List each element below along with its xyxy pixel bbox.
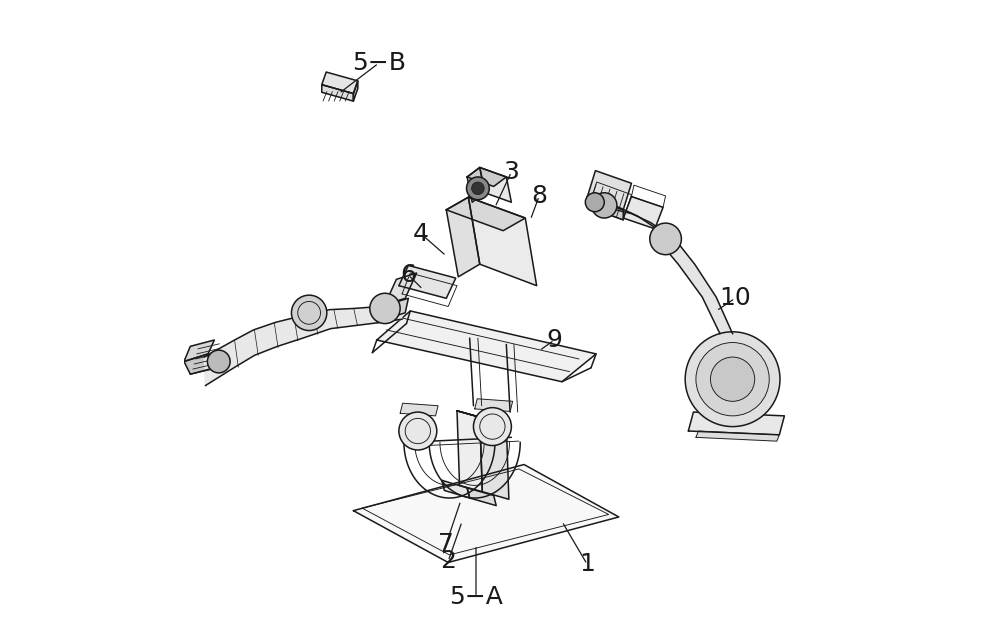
Polygon shape [446,197,525,231]
Text: 8: 8 [531,184,547,208]
Circle shape [585,193,604,212]
Polygon shape [400,403,438,416]
Polygon shape [475,399,513,411]
Circle shape [207,350,230,373]
Polygon shape [377,311,596,382]
Text: 7: 7 [438,532,454,556]
Polygon shape [446,197,480,277]
Polygon shape [322,72,358,94]
Circle shape [472,182,484,195]
Polygon shape [457,411,506,425]
Polygon shape [467,167,485,202]
Polygon shape [688,412,784,435]
Circle shape [592,193,617,218]
Polygon shape [714,357,733,374]
Polygon shape [385,273,417,305]
Polygon shape [399,265,456,298]
Polygon shape [322,85,353,101]
Polygon shape [468,197,537,286]
Polygon shape [457,411,482,492]
Polygon shape [696,431,779,441]
Circle shape [650,223,681,255]
Circle shape [685,332,780,427]
Circle shape [467,177,489,200]
Polygon shape [467,488,496,506]
Polygon shape [385,298,408,319]
Polygon shape [598,202,669,235]
Text: 3: 3 [503,160,519,184]
Polygon shape [353,81,358,101]
Polygon shape [623,197,663,229]
Circle shape [370,293,400,324]
Text: 1: 1 [579,552,595,576]
Text: 9: 9 [546,328,562,352]
Polygon shape [587,171,631,210]
Polygon shape [480,417,509,499]
Polygon shape [587,197,623,220]
Polygon shape [184,340,214,362]
Circle shape [710,357,755,401]
Polygon shape [204,305,402,386]
Text: 10: 10 [719,286,751,310]
Text: 5−A: 5−A [449,585,503,609]
Text: 5−B: 5−B [352,51,406,75]
Polygon shape [480,167,511,202]
Polygon shape [184,354,214,374]
Circle shape [291,295,327,331]
Polygon shape [467,167,506,186]
Circle shape [473,408,511,446]
Text: 2: 2 [440,549,456,573]
Text: 6: 6 [400,263,416,287]
Polygon shape [658,240,733,334]
Text: 4: 4 [413,222,429,246]
Polygon shape [353,465,619,562]
Circle shape [399,412,437,450]
Polygon shape [442,480,470,498]
Circle shape [696,343,769,416]
